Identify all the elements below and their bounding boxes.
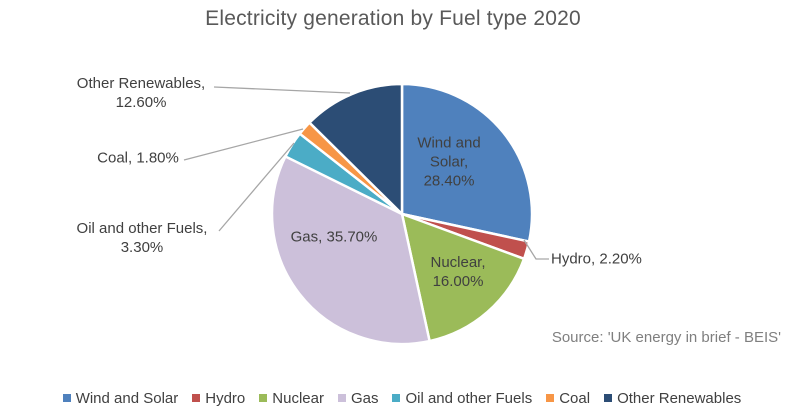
chart-title: Electricity generation by Fuel type 2020 [205,7,581,30]
other-renewables-data-label: Other Renewables, 12.60% [77,74,205,112]
legend-item-oil-and-other-fuels[interactable]: Oil and other Fuels [392,390,532,407]
legend-swatch-nuclear [259,394,268,402]
hydro-data-label: Hydro, 2.20% [551,250,642,269]
pie-slice-nuclear[interactable] [400,212,526,343]
pie-slice-gas[interactable] [270,155,431,346]
data-label-line: Wind and [417,134,481,152]
legend: Wind and Solar Hydro Nuclear Gas Oil and oth… [0,386,786,410]
data-label-line: Other Renewables, [76,75,206,92]
nuclear-data-label: Nuclear, 16.00% [430,253,485,291]
pie-slice-wind-and-solar[interactable] [400,82,534,243]
oil-and-other-fuels-data-label: Oil and other Fuels, 3.30% [77,219,208,257]
other-renewables-leader-line [213,86,351,94]
data-label-line: Solar, [429,153,469,171]
gas-data-label: Gas, 35.70% [291,228,378,247]
legend-label: Wind and Solar [75,389,179,407]
legend-label: Nuclear [272,389,324,407]
legend-item-coal[interactable]: Coal [546,390,590,407]
leader-lines-group [183,86,549,260]
legend-label: Oil and other Fuels [405,389,533,407]
oil-and-other-fuels-leader-line [218,142,295,232]
legend-item-wind-and-solar[interactable]: Wind and Solar [62,389,179,407]
source-note: Source: 'UK energy in brief - BEIS' [551,329,781,346]
data-label-line: Coal, 1.80% [97,149,179,167]
data-label-line: Oil and other Fuels, [76,220,208,237]
hydro-leader-line [523,239,549,260]
coal-data-label: Coal, 1.80% [97,149,179,168]
legend-swatch-gas [337,394,346,402]
legend-item-gas[interactable]: Gas [337,389,379,407]
wind-and-solar-data-label: Wind and Solar, 28.40% [417,134,480,191]
legend-swatch-other-renewables [604,394,613,402]
legend-item-nuclear[interactable]: Nuclear [259,390,324,407]
legend-label: Gas [350,389,379,407]
legend-swatch-coal [546,394,555,402]
data-label-line: 16.00% [432,273,484,290]
legend-swatch-oil-and-other-fuels [392,394,401,402]
legend-item-other-renewables[interactable]: Other Renewables [604,390,741,407]
pie-slice-other-renewables[interactable] [308,82,404,216]
data-label-line: 28.40% [423,172,475,190]
data-label-line: Gas, 35.70% [290,228,378,246]
data-label-line: 12.60% [115,94,167,111]
coal-leader-line [183,128,304,161]
legend-label: Other Renewables [617,389,742,407]
pie-slices-group [270,82,534,346]
legend-swatch-wind-and-solar [62,394,71,402]
legend-label: Coal [559,389,591,407]
data-label-line: Hydro, 2.20% [551,250,642,268]
data-label-line: 3.30% [120,239,164,256]
legend-label: Hydro [205,389,246,407]
legend-swatch-hydro [192,394,201,402]
legend-item-hydro[interactable]: Hydro [192,390,245,407]
data-label-line: Nuclear, [430,254,486,271]
